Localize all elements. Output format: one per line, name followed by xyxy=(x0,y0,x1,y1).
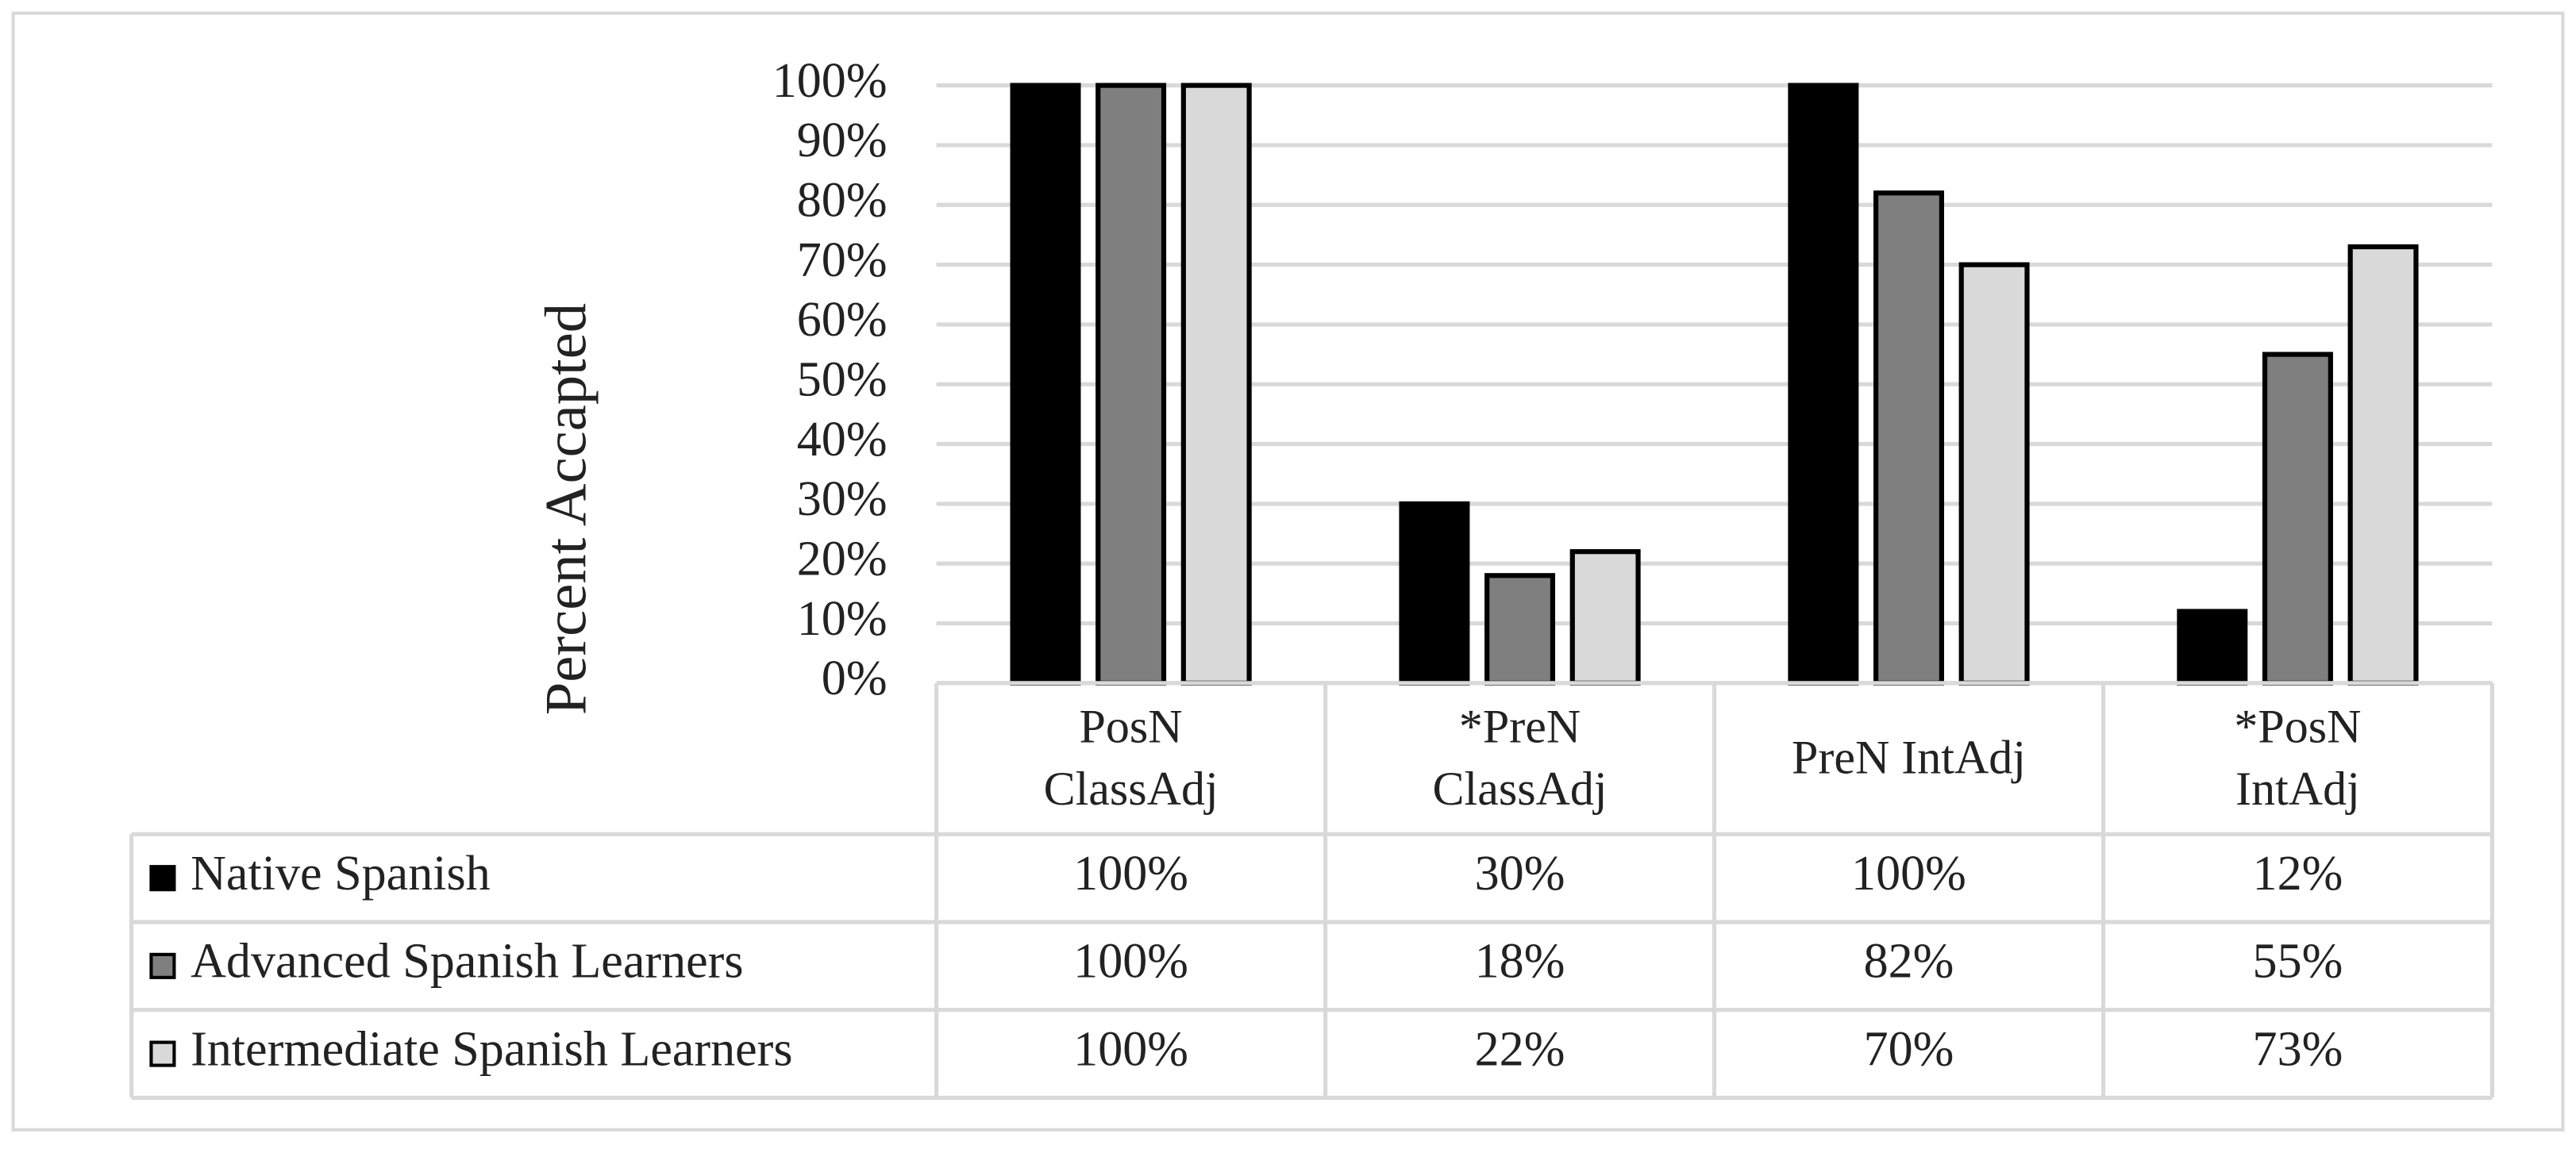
category-wrap: PosN ClassAdj xyxy=(937,683,1326,834)
y-tick-label: 70% xyxy=(797,233,888,287)
category-cell: *PosN IntAdj xyxy=(2103,683,2492,834)
x-tick-label: *PosN IntAdj xyxy=(2234,701,2362,817)
table-value: 70% xyxy=(1864,1022,1954,1076)
bar xyxy=(1180,83,1252,686)
table-value: 12% xyxy=(2253,847,2343,901)
category-cell: *PreN ClassAdj xyxy=(1326,683,1715,834)
y-tick-label: 50% xyxy=(797,353,888,407)
category-wrap: *PosN IntAdj xyxy=(2103,683,2492,834)
table-value: 18% xyxy=(1475,935,1565,989)
bar xyxy=(1569,549,1641,686)
table-value: 22% xyxy=(1475,1022,1565,1076)
y-tick-label: 30% xyxy=(797,472,888,526)
bar xyxy=(1958,262,2030,686)
legend-label: Advanced Spanish Learners xyxy=(191,935,743,989)
bar xyxy=(1010,83,1081,686)
bar xyxy=(2177,609,2248,686)
table-value: 55% xyxy=(2253,935,2343,989)
category-cell: PosN ClassAdj xyxy=(937,683,1326,834)
table-value: 100% xyxy=(1073,847,1188,901)
bar xyxy=(1399,501,1470,686)
table-value: 100% xyxy=(1073,1022,1188,1076)
table-value: 73% xyxy=(2253,1022,2343,1076)
legend-label: Native Spanish xyxy=(191,847,491,901)
y-axis-label: Percent Accapted xyxy=(533,303,599,715)
x-tick-label: PosN ClassAdj xyxy=(1043,701,1219,817)
y-tick-label: 60% xyxy=(797,293,888,347)
table-value: 82% xyxy=(1864,935,1954,989)
category-cell: PreN IntAdj xyxy=(1715,683,2104,834)
bar xyxy=(1484,573,1556,686)
y-tick-label: 90% xyxy=(797,113,888,167)
legend-label: Intermediate Spanish Learners xyxy=(191,1022,792,1076)
x-tick-label: PreN IntAdj xyxy=(1791,732,2027,786)
y-tick-label: 0% xyxy=(822,651,888,705)
x-tick-label: *PreN ClassAdj xyxy=(1432,701,1608,817)
bar xyxy=(2262,352,2333,686)
chart-border xyxy=(11,11,2565,1132)
bar xyxy=(1095,83,1167,686)
legend-swatch xyxy=(149,952,176,979)
legend-swatch xyxy=(149,865,176,892)
y-tick-label: 80% xyxy=(797,174,888,228)
y-tick-label: 40% xyxy=(797,413,888,467)
table-value: 100% xyxy=(1073,935,1188,989)
category-wrap: *PreN ClassAdj xyxy=(1326,683,1715,834)
y-tick-label: 20% xyxy=(797,532,888,586)
category-wrap: PreN IntAdj xyxy=(1715,683,2104,834)
table-value: 30% xyxy=(1475,847,1565,901)
bar xyxy=(2347,244,2419,686)
bar xyxy=(1873,190,1944,686)
legend-swatch xyxy=(149,1040,176,1067)
y-tick-label: 100% xyxy=(772,54,888,108)
table-value: 100% xyxy=(1851,847,1966,901)
bar xyxy=(1788,83,1859,686)
y-tick-label: 10% xyxy=(797,592,888,646)
